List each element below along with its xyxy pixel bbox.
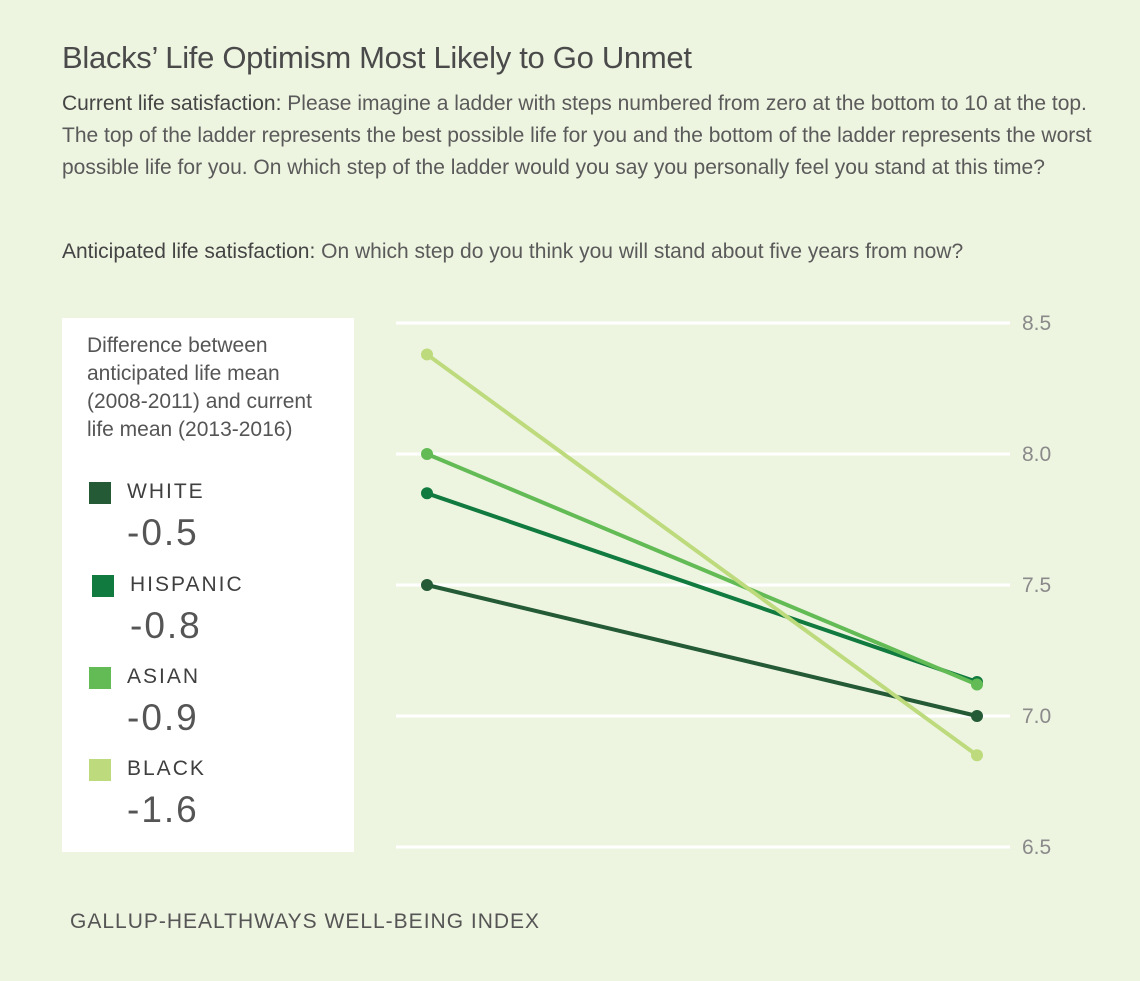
legend-name-white: WHITE (127, 480, 205, 503)
legend-diff-black: -1.6 (127, 789, 199, 830)
series-line-white (425, 583, 979, 718)
current-label: Current life satisfaction: (62, 92, 282, 115)
series-layer (421, 348, 983, 762)
point-white-0 (421, 579, 433, 591)
legend-note: Difference between anticipated life mean… (87, 334, 312, 441)
point-white-1 (971, 710, 983, 722)
y-tick-label: 7.5 (1022, 574, 1051, 597)
point-black-1 (971, 749, 983, 762)
chart-title: Blacks’ Life Optimism Most Likely to Go … (62, 40, 692, 75)
current-text: Please imagine a ladder with steps numbe… (62, 92, 1092, 179)
legend-swatch-white (89, 482, 111, 504)
point-asian-1 (971, 678, 983, 691)
legend-diff-asian: -0.9 (127, 697, 199, 738)
legend-diff-white: -0.5 (127, 512, 199, 553)
y-tick-label: 7.0 (1022, 705, 1051, 728)
source-note: GALLUP-HEALTHWAYS WELL-BEING INDEX (70, 910, 541, 933)
y-tick-label: 8.5 (1022, 312, 1051, 335)
point-asian-0 (421, 448, 433, 460)
legend: Difference between anticipated life mean… (62, 318, 354, 852)
point-black-0 (421, 348, 433, 361)
legend-swatch-hispanic (92, 575, 114, 597)
series-line-hispanic (425, 491, 979, 684)
anticipated-question: Anticipated life satisfaction: On which … (62, 236, 1102, 268)
series-line-asian (425, 452, 979, 687)
grid: 8.5 8.0 7.5 7.0 6.5 (396, 312, 1051, 859)
legend-name-asian: ASIAN (127, 665, 201, 688)
point-hispanic-0 (421, 487, 433, 500)
legend-name-hispanic: HISPANIC (130, 573, 244, 596)
legend-diff-hispanic: -0.8 (130, 605, 202, 646)
series-line-black (425, 352, 979, 758)
anticipated-text: On which step do you think you will stan… (315, 240, 964, 263)
current-question: Current life satisfaction: Please imagin… (62, 88, 1102, 184)
y-tick-label: 6.5 (1022, 836, 1051, 859)
legend-name-black: BLACK (127, 757, 206, 780)
legend-swatch-asian (89, 667, 111, 689)
anticipated-label: Anticipated life satisfaction: (62, 240, 316, 263)
legend-swatch-black (89, 759, 111, 781)
y-tick-label: 8.0 (1022, 443, 1051, 466)
